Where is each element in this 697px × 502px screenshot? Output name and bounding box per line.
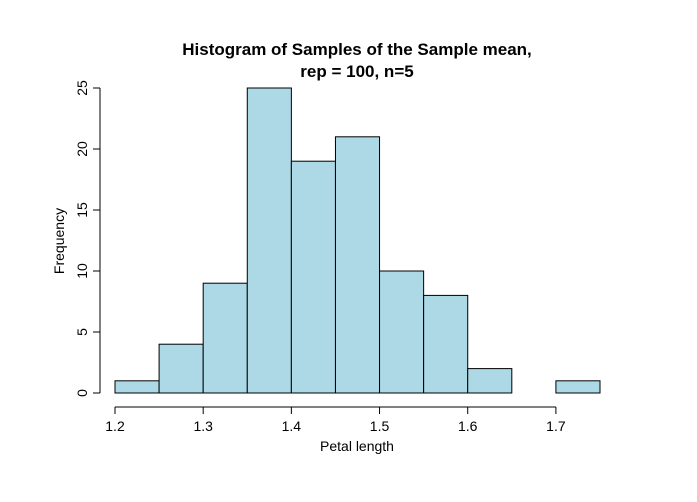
- x-axis: 1.2 1.3 1.4 1.5 1.6 1.7: [105, 406, 566, 434]
- chart-title-line-1: Histogram of Samples of the Sample mean,: [182, 40, 532, 59]
- x-tick-label: 1.3: [193, 418, 213, 434]
- x-tick-label: 1.5: [370, 418, 390, 434]
- y-tick-label: 10: [74, 263, 90, 279]
- histogram-bars: [114, 87, 601, 394]
- x-tick-label: 1.4: [282, 418, 302, 434]
- histogram-bar: [158, 343, 204, 394]
- y-tick-label: 5: [74, 328, 90, 336]
- histogram-bar: [246, 87, 292, 394]
- x-axis-label: Petal length: [320, 438, 394, 454]
- y-axis: 0 5 10 15 20 25: [74, 80, 101, 397]
- y-tick-label: 0: [74, 389, 90, 397]
- histogram-bar: [379, 270, 425, 394]
- x-tick-label: 1.6: [458, 418, 478, 434]
- histogram-bar: [290, 160, 336, 394]
- histogram-bar: [467, 368, 513, 394]
- chart-title-line-2: rep = 100, n=5: [300, 62, 413, 81]
- x-tick-label: 1.2: [105, 418, 125, 434]
- histogram-bar: [555, 380, 601, 394]
- histogram-bar: [423, 294, 469, 394]
- y-tick-label: 15: [74, 202, 90, 218]
- histogram-bar: [334, 136, 381, 394]
- histogram-bar: [114, 380, 160, 394]
- y-tick-label: 20: [74, 141, 90, 157]
- histogram-bar: [202, 282, 248, 394]
- y-axis-label: Frequency: [51, 208, 67, 274]
- y-tick-label: 25: [74, 80, 90, 96]
- x-tick-label: 1.7: [546, 418, 566, 434]
